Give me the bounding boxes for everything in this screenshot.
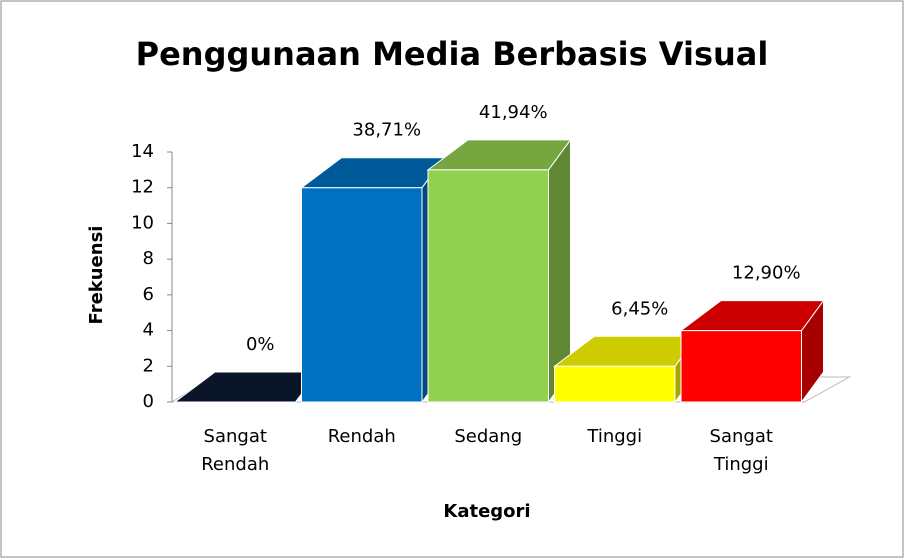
percent-label: 38,71% bbox=[352, 120, 421, 141]
percent-label: 12,90% bbox=[732, 263, 801, 284]
bar-face bbox=[680, 330, 802, 403]
x-axis-label: Kategori bbox=[443, 501, 530, 522]
bar bbox=[553, 334, 698, 404]
percent-label: 41,94% bbox=[479, 102, 548, 123]
y-tick-label: 12 bbox=[131, 177, 154, 198]
y-tick-label: 14 bbox=[131, 141, 154, 162]
chart-title: Penggunaan Media Berbasis Visual bbox=[136, 35, 769, 73]
y-tick-label: 4 bbox=[143, 320, 154, 341]
bar-face bbox=[554, 365, 676, 403]
x-tick-label: Sedang bbox=[454, 426, 523, 447]
bar-face bbox=[301, 187, 423, 403]
bar bbox=[300, 156, 445, 404]
y-tick-label: 0 bbox=[143, 391, 154, 412]
bar-face bbox=[427, 169, 549, 403]
y-axis-label: Frekuensi bbox=[86, 226, 107, 325]
y-tick-label: 6 bbox=[143, 284, 154, 305]
x-tick-label: Rendah bbox=[327, 426, 396, 447]
x-tick-label: Tinggi bbox=[587, 426, 643, 447]
percent-label: 6,45% bbox=[611, 298, 668, 319]
x-tick-label: Sangat Rendah bbox=[201, 426, 270, 475]
bar bbox=[679, 299, 825, 404]
bar bbox=[426, 138, 572, 404]
x-tick-label: Sangat Tinggi bbox=[709, 426, 773, 475]
percent-label: 0% bbox=[246, 334, 275, 355]
y-tick-label: 2 bbox=[143, 355, 154, 376]
y-tick-label: 10 bbox=[131, 212, 154, 233]
y-tick-label: 8 bbox=[143, 248, 154, 269]
